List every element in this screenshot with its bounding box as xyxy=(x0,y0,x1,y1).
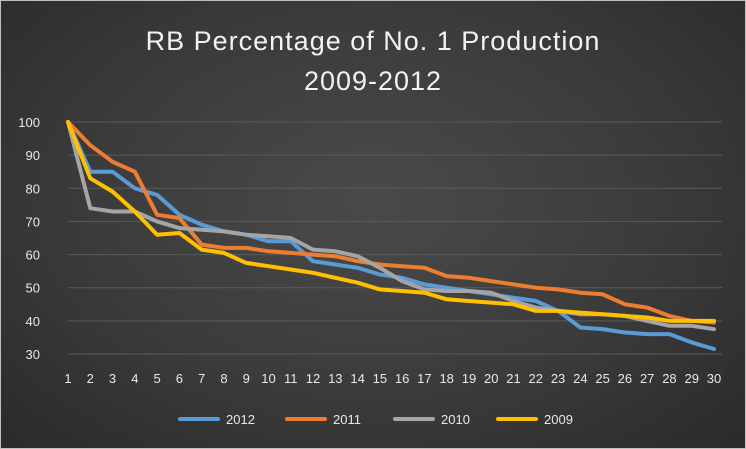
x-tick-label: 8 xyxy=(220,371,227,386)
x-tick-label: 6 xyxy=(176,371,183,386)
chart-subtitle: 2009-2012 xyxy=(304,66,442,96)
gridlines xyxy=(68,121,722,355)
x-tick-label: 20 xyxy=(484,371,498,386)
x-tick-label: 27 xyxy=(640,371,654,386)
x-tick-label: 16 xyxy=(395,371,409,386)
series-line-2011 xyxy=(66,120,716,325)
x-tick-label: 7 xyxy=(198,371,205,386)
x-tick-label: 21 xyxy=(506,371,520,386)
x-tick-label: 25 xyxy=(595,371,609,386)
x-tick-label: 22 xyxy=(529,371,543,386)
y-tick-label: 80 xyxy=(26,181,40,196)
x-tick-label: 24 xyxy=(573,371,587,386)
x-tick-label: 19 xyxy=(462,371,476,386)
x-tick-label: 13 xyxy=(328,371,342,386)
x-tick-label: 12 xyxy=(306,371,320,386)
x-tick-label: 18 xyxy=(439,371,453,386)
y-axis-ticks: 30 40 50 60 70 80 90 100 xyxy=(18,115,40,362)
x-tick-label: 28 xyxy=(662,371,676,386)
x-tick-label: 1 xyxy=(64,371,71,386)
y-tick-label: 40 xyxy=(26,314,40,329)
series-line-2010 xyxy=(66,120,716,332)
x-tick-label: 11 xyxy=(284,371,298,386)
y-tick-label: 60 xyxy=(26,248,40,263)
y-tick-label: 90 xyxy=(26,148,40,163)
x-tick-label: 2 xyxy=(87,371,94,386)
x-tick-label: 29 xyxy=(684,371,698,386)
x-tick-label: 23 xyxy=(551,371,565,386)
legend-label-2012: 2012 xyxy=(226,412,255,427)
series-lines xyxy=(66,120,716,351)
x-axis-ticks: 1 2 3 4 5 6 7 8 9 10 11 12 13 14 15 16 17 18 19 20 21 22 23 24 2… xyxy=(64,371,721,386)
x-tick-label: 17 xyxy=(417,371,431,386)
x-tick-label: 5 xyxy=(153,371,160,386)
y-tick-label: 70 xyxy=(26,214,40,229)
x-tick-label: 15 xyxy=(373,371,387,386)
legend-label-2009: 2009 xyxy=(544,412,573,427)
y-tick-label: 50 xyxy=(26,281,40,296)
chart-title: RB Percentage of No. 1 Production xyxy=(146,26,601,56)
x-tick-label: 26 xyxy=(618,371,632,386)
legend-label-2010: 2010 xyxy=(441,412,470,427)
y-tick-label: 30 xyxy=(26,347,40,362)
series-line-2009 xyxy=(66,120,716,323)
legend: 2012 2011 2010 2009 xyxy=(178,412,573,427)
y-tick-label: 100 xyxy=(18,115,40,130)
x-tick-label: 10 xyxy=(261,371,275,386)
x-tick-label: 3 xyxy=(109,371,116,386)
x-tick-label: 14 xyxy=(350,371,364,386)
x-tick-label: 9 xyxy=(243,371,250,386)
x-tick-label: 30 xyxy=(707,371,721,386)
x-tick-label: 4 xyxy=(131,371,138,386)
legend-label-2011: 2011 xyxy=(333,412,361,427)
